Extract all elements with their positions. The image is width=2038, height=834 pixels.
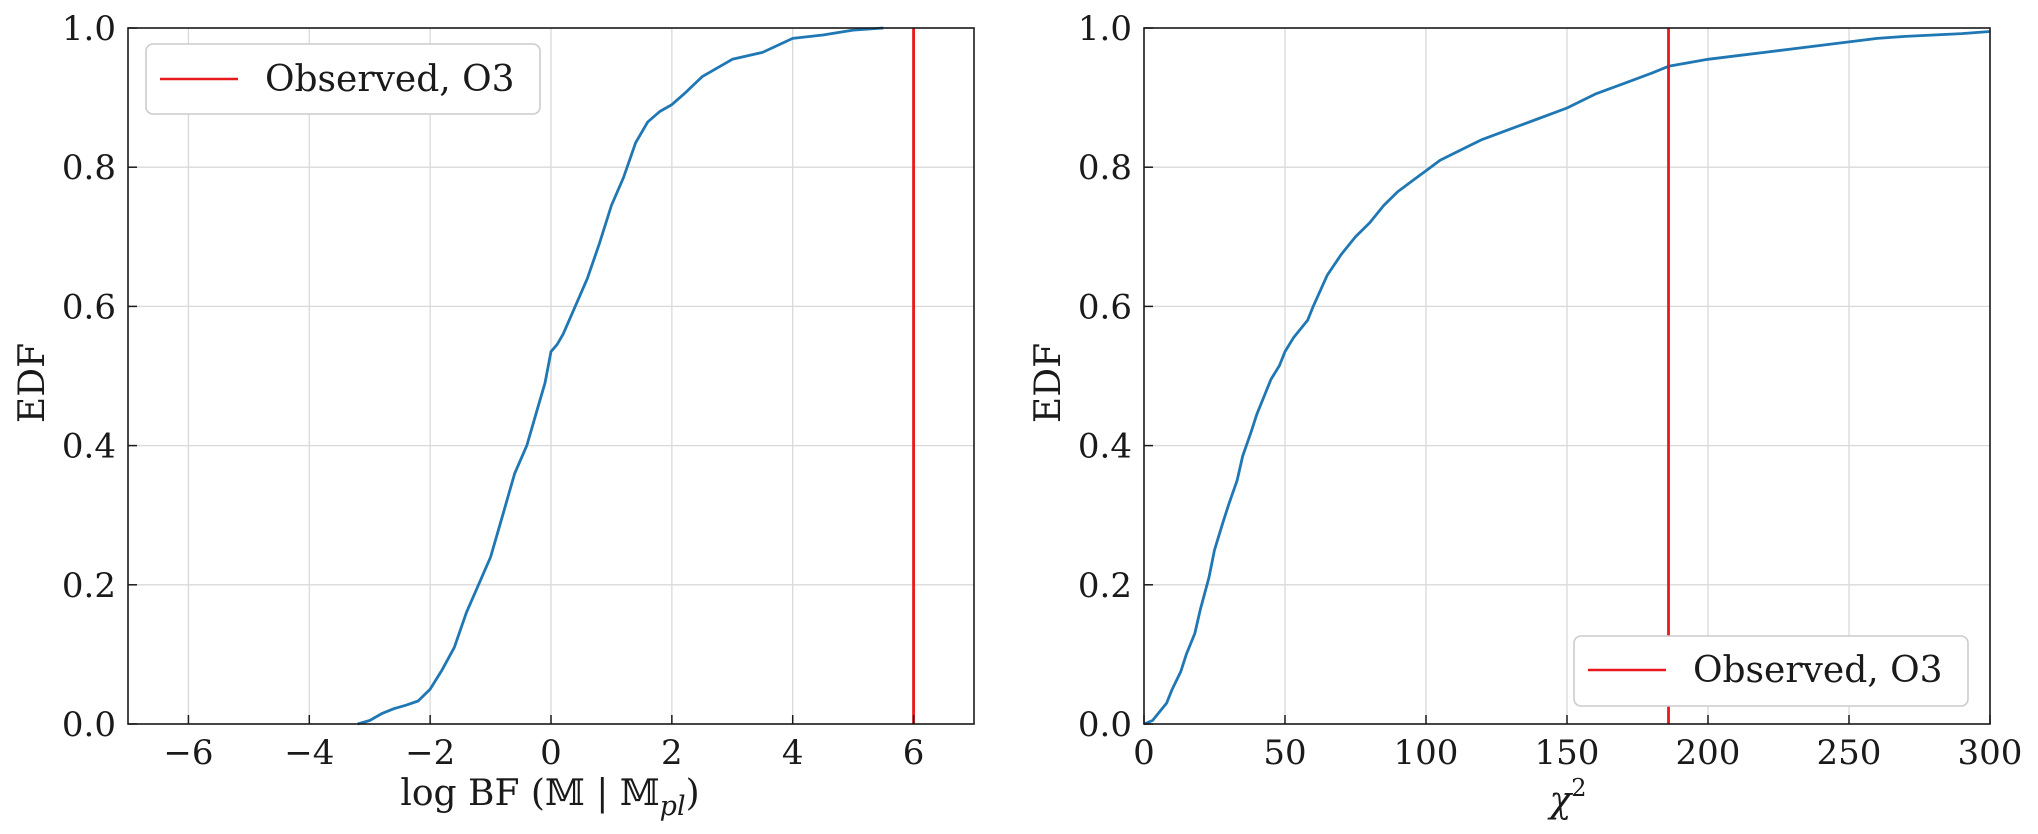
left-y-tick-label: 0.6 bbox=[62, 287, 116, 327]
right-edf-curve bbox=[1143, 30, 1991, 726]
left-edf-curve bbox=[357, 26, 884, 726]
left-x-tick-label: −6 bbox=[163, 733, 213, 773]
left-y-ticks: 0.0 0.2 0.4 0.6 0.8 1.0 bbox=[62, 9, 137, 745]
left-y-axis-label: EDF bbox=[12, 343, 53, 423]
right-x-tick-label: 50 bbox=[1263, 733, 1306, 773]
left-x-tick-label: 0 bbox=[540, 733, 562, 773]
left-grid bbox=[128, 27, 974, 725]
right-y-axis-label: EDF bbox=[1028, 343, 1069, 423]
right-x-tick-label: 300 bbox=[1958, 733, 2023, 773]
right-y-tick-label: 0.4 bbox=[1078, 427, 1132, 467]
right-y-tick-label: 0.2 bbox=[1078, 566, 1132, 606]
left-legend-box bbox=[145, 43, 541, 115]
right-chart-panel: 0 50 100 150 200 250 300 0.0 0.2 0.4 0.6 0.8 1.0 χ2… bbox=[1028, 9, 2022, 821]
right-y-tick-label: 1.0 bbox=[1078, 9, 1132, 49]
left-x-axis-label: log BF (𝕄 | 𝕄pl) bbox=[400, 773, 699, 822]
left-x-axis-label-subscript: pl bbox=[660, 791, 686, 822]
right-legend-box bbox=[1573, 635, 1969, 707]
right-y-tick-label: 0.6 bbox=[1078, 287, 1132, 327]
right-plot-area bbox=[1143, 28, 1991, 726]
left-x-ticks: −6 −4 −2 0 2 4 6 bbox=[163, 715, 924, 773]
left-y-tick-label: 0.4 bbox=[62, 427, 116, 467]
right-x-tick-label: 150 bbox=[1535, 733, 1600, 773]
right-x-axis-label-superscript: 2 bbox=[1571, 774, 1586, 802]
right-legend: Observed, O3 bbox=[1573, 635, 1969, 707]
left-legend: Observed, O3 bbox=[145, 43, 541, 115]
right-x-tick-label: 100 bbox=[1394, 733, 1459, 773]
left-x-tick-label: −4 bbox=[284, 733, 334, 773]
right-y-tick-label: 0.0 bbox=[1078, 705, 1132, 745]
right-x-tick-label: 0 bbox=[1133, 733, 1155, 773]
left-chart-panel: −6 −4 −2 0 2 4 6 0.0 0.2 0.4 0.6 0.8 1.0 log BF (𝕄 … bbox=[12, 9, 975, 822]
left-y-tick-label: 1.0 bbox=[62, 9, 116, 49]
left-x-tick-label: −2 bbox=[405, 733, 455, 773]
right-x-axis-label: χ2 bbox=[1546, 774, 1586, 821]
left-legend-label: Observed, O3 bbox=[265, 59, 515, 100]
right-x-tick-label: 200 bbox=[1676, 733, 1741, 773]
left-x-tick-label: 2 bbox=[661, 733, 683, 773]
left-y-tick-label: 0.8 bbox=[62, 148, 116, 188]
right-x-ticks: 0 50 100 150 200 250 300 bbox=[1133, 715, 2022, 773]
left-x-tick-label: 6 bbox=[903, 733, 925, 773]
right-y-tick-label: 0.8 bbox=[1078, 148, 1132, 188]
right-x-tick-label: 250 bbox=[1817, 733, 1882, 773]
left-y-tick-label: 0.0 bbox=[62, 705, 116, 745]
right-grid bbox=[1143, 27, 1991, 725]
left-plot-area bbox=[357, 26, 915, 726]
left-x-tick-label: 4 bbox=[782, 733, 804, 773]
right-legend-label: Observed, O3 bbox=[1693, 650, 1943, 691]
right-y-ticks: 0.0 0.2 0.4 0.6 0.8 1.0 bbox=[1078, 9, 1153, 745]
left-y-tick-label: 0.2 bbox=[62, 566, 116, 606]
